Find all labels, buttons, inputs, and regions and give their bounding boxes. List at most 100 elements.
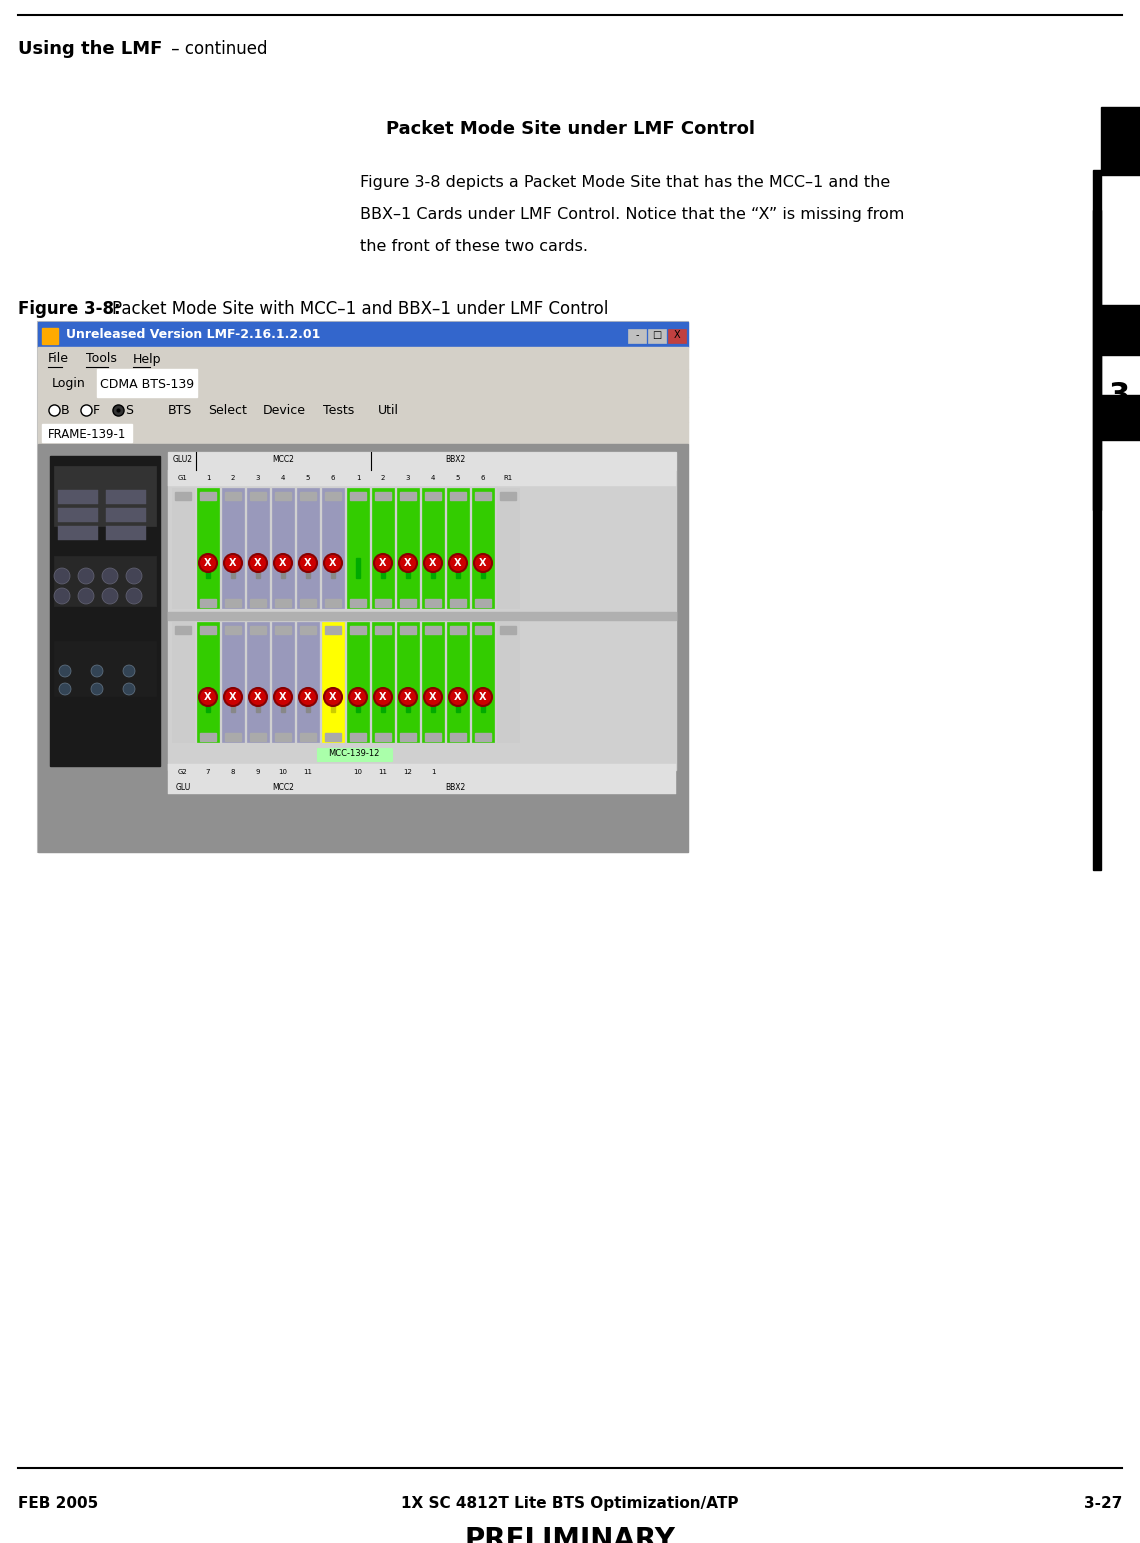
Text: X: X [674,330,681,339]
Text: 10: 10 [278,768,287,775]
Text: 6: 6 [331,475,335,481]
Text: 1X SC 4812T Lite BTS Optimization/ATP: 1X SC 4812T Lite BTS Optimization/ATP [401,1497,739,1511]
Circle shape [200,554,217,572]
Circle shape [249,554,267,572]
Text: 1: 1 [431,768,435,775]
Text: X: X [430,691,437,702]
Bar [168,471,676,486]
Bar [381,559,385,579]
Bar [447,622,469,742]
Text: 9: 9 [255,768,260,775]
Bar [447,488,469,608]
Bar [425,492,441,500]
Circle shape [127,588,142,603]
Circle shape [474,688,492,707]
Bar [400,492,416,500]
Text: X: X [304,559,311,568]
Bar [275,492,291,500]
Bar [275,599,291,606]
Bar [472,622,494,742]
Text: MCC2: MCC2 [272,455,294,464]
Bar [331,559,335,579]
Bar [176,626,192,634]
Text: 1: 1 [356,475,360,481]
Text: 6: 6 [481,475,486,481]
Text: X: X [279,691,287,702]
Text: X: X [479,691,487,702]
Bar [321,488,344,608]
Circle shape [59,665,71,677]
Text: X: X [254,559,262,568]
Bar [325,599,341,606]
Bar [168,452,676,471]
Text: BBX2: BBX2 [445,455,465,464]
Bar [1101,106,1140,174]
Bar [325,733,341,741]
Text: FEB 2005: FEB 2005 [18,1497,98,1511]
Bar [375,599,391,606]
Circle shape [374,554,392,572]
Bar [431,691,435,711]
Bar [54,640,156,696]
Text: – continued: – continued [166,40,268,59]
Bar [250,599,266,606]
Text: X: X [329,691,336,702]
Bar [58,526,98,540]
Bar [648,329,666,343]
Text: PRELIMINARY: PRELIMINARY [464,1526,676,1543]
Bar [450,626,466,634]
Bar [200,733,215,741]
Bar [300,492,316,500]
Bar [280,559,285,579]
Bar [372,622,394,742]
Circle shape [78,588,93,603]
Bar [43,370,95,395]
Text: -: - [635,330,638,339]
Bar [372,488,394,608]
Bar [400,733,416,741]
Bar [397,622,420,742]
Bar [406,559,410,579]
Bar [172,488,194,608]
Circle shape [424,554,442,572]
Bar [38,322,689,852]
Bar [106,491,146,505]
Bar [50,457,160,765]
Circle shape [349,688,367,707]
Bar [356,691,360,711]
Text: X: X [405,559,412,568]
Text: BBX2: BBX2 [445,782,465,792]
Bar [300,599,316,606]
Text: File: File [48,352,70,366]
Circle shape [449,554,467,572]
Bar [247,622,269,742]
Bar [250,492,266,500]
Bar [375,733,391,741]
Bar [422,622,443,742]
Bar [231,559,235,579]
Text: 5: 5 [306,475,310,481]
Text: X: X [430,559,437,568]
Bar [225,733,241,741]
Bar [450,492,466,500]
Text: GLU: GLU [176,782,190,792]
Text: 8: 8 [230,768,235,775]
Text: R1: R1 [504,475,513,481]
Text: F: F [93,404,100,417]
Bar [497,622,519,742]
Bar [350,492,366,500]
Text: X: X [329,559,336,568]
Text: Figure 3-8:: Figure 3-8: [18,299,127,318]
Bar [500,626,516,634]
Text: X: X [405,691,412,702]
Bar [306,559,310,579]
Bar [42,424,132,441]
Bar [168,781,676,795]
Bar [106,526,146,540]
Bar [472,488,494,608]
Bar [500,492,516,500]
Circle shape [449,688,467,707]
Bar [58,491,98,505]
Text: 11: 11 [303,768,312,775]
Bar [176,492,192,500]
